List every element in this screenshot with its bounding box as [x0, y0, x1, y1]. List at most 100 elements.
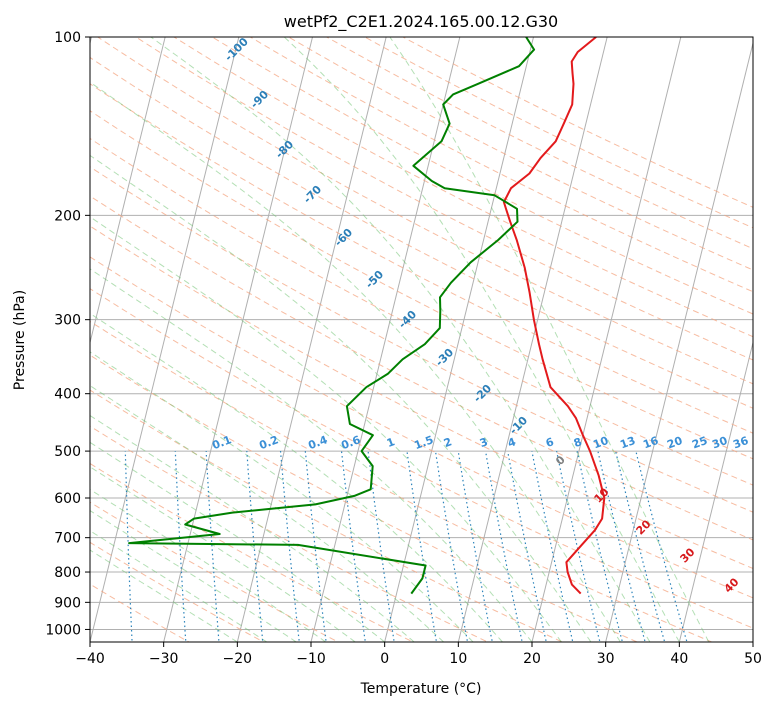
y-tick-label: 900 [54, 595, 81, 611]
mixing-ratio-label: 10 [591, 434, 610, 452]
mixing-ratio-label: 16 [641, 434, 660, 452]
y-tick-label: 600 [54, 491, 81, 507]
dry-adiabat-line [90, 354, 639, 642]
dry-adiabat-line [363, 37, 753, 229]
mixing-ratio-label: 36 [731, 434, 750, 452]
mixing-ratio-label: 25 [690, 434, 709, 451]
grid-layer [90, 37, 753, 642]
isotherm-gridline [236, 37, 387, 642]
dry-adiabat-line [90, 320, 714, 642]
isotherm-gridline [90, 37, 166, 345]
mixing-ratio-line [531, 450, 574, 642]
mixing-ratio-line [597, 450, 646, 642]
mixing-ratio-line [576, 450, 624, 642]
dry-adiabat-line [173, 37, 753, 338]
x-tick-label: 40 [670, 651, 688, 667]
plot-frame [89, 36, 754, 643]
dry-adiabat-line [90, 288, 753, 629]
mixing-ratio-line [434, 451, 469, 642]
dry-adiabat-line [90, 56, 753, 409]
mixing-ratio-label: 20 [665, 434, 684, 452]
dry-adiabat-line [96, 37, 753, 385]
y-tick-label: 300 [54, 313, 81, 329]
mixing-ratio-line [406, 451, 438, 642]
isotherm-gridline [163, 37, 314, 642]
mixing-ratio-label: 3 [478, 435, 490, 450]
x-tick-label: 20 [523, 651, 541, 667]
reference-lines [90, 37, 753, 642]
y-tick-label: 700 [54, 531, 81, 547]
dry-adiabat-line [134, 37, 753, 361]
mixing-ratio-line [556, 450, 601, 642]
mixing-ratio-label: 4 [506, 435, 518, 450]
x-axis-ticks: −40 −30 −20 −10 0 10 20 30 40 50 [75, 642, 762, 667]
isotherm-gridline [310, 37, 461, 642]
mixing-ratio-label: 0.4 [306, 433, 329, 452]
y-axis-ticks: 100 200 300 400 500 600 700 800 900 1000 [45, 30, 90, 638]
dry-adiabat-line [325, 37, 753, 250]
moist-adiabat-line [90, 441, 385, 642]
dry-adiabat-line [287, 37, 753, 271]
y-tick-label: 100 [54, 30, 81, 46]
moist-adiabat-line [90, 351, 474, 642]
x-tick-label: −20 [223, 651, 253, 667]
profile-line-1 [128, 37, 536, 595]
mixing-ratio-line [485, 451, 523, 642]
x-tick-label: −40 [75, 651, 105, 667]
moist-adiabat-line [90, 488, 326, 642]
x-tick-label: 50 [744, 651, 762, 667]
mixing-ratio-label: 13 [618, 434, 637, 451]
dry-adiabat-line [90, 166, 753, 513]
isotherm-gridline [531, 37, 682, 642]
x-tick-label: −10 [296, 651, 326, 667]
moist-adiabat-line [283, 37, 680, 642]
moist-adiabat-line [90, 414, 415, 642]
isotherm-gridline [457, 37, 608, 642]
mixing-ratio-label: 30 [710, 434, 729, 452]
mixing-ratio-line [507, 450, 547, 642]
moist-adiabat-line [90, 154, 592, 642]
isotherm-gridline [605, 41, 753, 642]
mixing-ratio-label: 0.2 [257, 433, 280, 452]
y-tick-label: 1000 [45, 622, 81, 638]
dry-adiabat-line [90, 137, 753, 486]
x-axis-label: Temperature (°C) [360, 681, 482, 697]
moist-adiabat-line [90, 385, 444, 642]
mixing-ratio-label: 6 [544, 435, 556, 450]
chart-title: wetPf2_C2E1.2024.165.00.12.G30 [284, 12, 558, 32]
mixing-ratio-line [457, 451, 493, 642]
mixing-ratio-label: 0.6 [339, 433, 362, 452]
y-axis-label: Pressure (hPa) [12, 290, 28, 390]
x-tick-label: −30 [149, 651, 179, 667]
profile-line-0 [502, 37, 606, 595]
x-tick-label: 30 [597, 651, 615, 667]
dry-adiabat-line [90, 462, 415, 642]
dry-adiabat-line [90, 110, 753, 460]
moist-adiabat-line [90, 216, 562, 642]
moist-adiabat-line [90, 268, 533, 642]
isotherm-gridline [90, 37, 240, 642]
y-tick-label: 500 [54, 444, 81, 460]
dry-adiabat-line [90, 83, 753, 434]
mixing-ratio-label: 0.1 [210, 433, 233, 452]
series-layer [128, 37, 606, 595]
isotherm-gridline [384, 37, 535, 642]
x-tick-label: 0 [380, 651, 389, 667]
mixing-ratio-label: 1.5 [412, 433, 435, 452]
dry-adiabat-line [90, 256, 753, 599]
dry-adiabat-line [90, 225, 753, 570]
x-tick-label: 10 [449, 651, 467, 667]
y-tick-label: 800 [54, 565, 81, 581]
moist-adiabat-line [90, 312, 503, 642]
dry-adiabat-line [90, 195, 753, 541]
moist-adiabat-line [389, 37, 710, 642]
moist-adiabat-line [90, 466, 356, 642]
mixing-ratio-label: 2 [442, 435, 454, 450]
moist-adiabat-line [90, 81, 621, 642]
mixing-ratio-label: 8 [572, 435, 584, 450]
y-tick-label: 200 [54, 208, 81, 224]
y-tick-label: 400 [54, 387, 81, 403]
